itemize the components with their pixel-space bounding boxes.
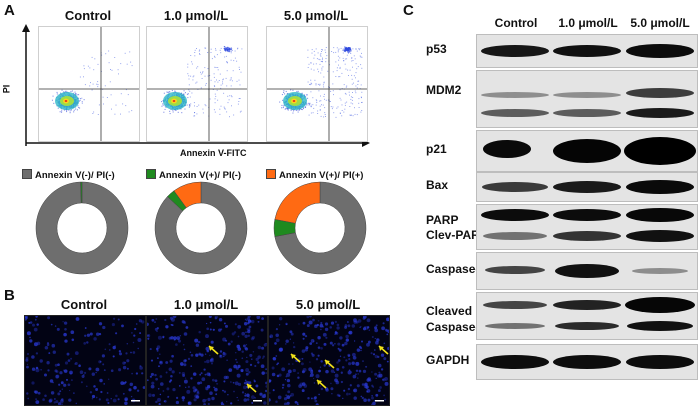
flow-plot-control — [38, 26, 140, 142]
micrograph-low — [146, 315, 268, 406]
donut-slice-2 — [80, 181, 83, 204]
blot-lane-control: Control — [494, 16, 538, 30]
blot-label-gapdh: GAPDH — [426, 353, 470, 367]
blot-strip-p21 — [476, 130, 698, 172]
legend-swatch-live — [22, 169, 32, 179]
blot-label-parp: PARP — [426, 213, 459, 227]
blot-label-clev-parp: Clev-PARP — [426, 228, 488, 242]
panel-label-a: A — [4, 2, 15, 19]
donut-slice-3 — [274, 181, 321, 224]
micrograph-control — [24, 315, 146, 406]
donut-chart-low — [154, 181, 248, 275]
donut-chart-high — [273, 181, 367, 275]
micro-header-high: 5.0 μmol/L — [295, 297, 361, 312]
legend-item-live: Annexin V(-)/ PI(-) — [22, 169, 115, 181]
blot-label-bax: Bax — [426, 178, 449, 192]
blot-label-caspase9: Caspase-9 — [426, 262, 487, 276]
donut-slice-1 — [154, 181, 248, 275]
flow-header-low: 1.0 μmol/L — [163, 8, 229, 23]
blot-strip-p53 — [476, 34, 698, 68]
legend-item-early: Annexin V(+)/ PI(-) — [146, 169, 241, 181]
legend-item-late: Annexin V(+)/ PI(+) — [266, 169, 363, 181]
blot-strip-cleaved-caspase9 — [476, 292, 698, 340]
flow-y-axis-arrow — [22, 24, 30, 146]
micrograph-high — [268, 315, 390, 406]
donut-slice-1 — [274, 181, 367, 275]
flow-plot-low — [146, 26, 248, 142]
blot-strip-caspase9 — [476, 252, 698, 290]
flow-x-axis-label: Annexin V-FITC — [180, 148, 247, 158]
blot-lane-low: 1.0 μmol/L — [558, 16, 618, 30]
blot-label-cleaved: Cleaved — [426, 304, 473, 318]
panel-label-b: B — [4, 287, 15, 304]
blot-strip-mdm2 — [476, 70, 698, 128]
flow-plot-high — [266, 26, 368, 142]
panel-label-c: C — [403, 2, 414, 19]
micro-header-control: Control — [60, 297, 108, 312]
blot-label-p53: p53 — [426, 42, 447, 56]
blot-label-mdm2: MDM2 — [426, 83, 462, 97]
legend-swatch-late — [266, 169, 276, 179]
blot-label-cleaved-caspase9: Caspase-9 — [426, 320, 487, 334]
blot-strip-bax — [476, 172, 698, 202]
legend-swatch-early — [146, 169, 156, 179]
blot-strip-gapdh — [476, 344, 698, 380]
flow-y-axis-label: PI — [1, 84, 12, 94]
blot-strip-parp — [476, 204, 698, 250]
micro-header-low: 1.0 μmol/L — [173, 297, 239, 312]
donut-slice-3 — [173, 181, 202, 209]
legend-label-early: Annexin V(+)/ PI(-) — [159, 170, 242, 181]
flow-header-high: 5.0 μmol/L — [283, 8, 349, 23]
flow-header-control: Control — [64, 8, 112, 23]
blot-lane-high: 5.0 μmol/L — [630, 16, 690, 30]
legend-label-live: Annexin V(-)/ PI(-) — [35, 170, 115, 181]
legend-label-late: Annexin V(+)/ PI(+) — [279, 170, 364, 181]
donut-chart-control — [35, 181, 129, 275]
donut-slice-1 — [35, 181, 129, 275]
blot-label-p21: p21 — [426, 142, 447, 156]
